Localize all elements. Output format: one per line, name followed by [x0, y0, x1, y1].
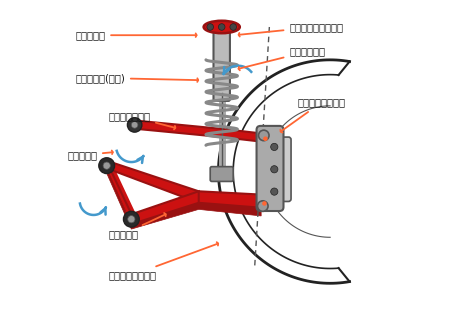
Circle shape — [271, 166, 278, 173]
Circle shape — [263, 136, 268, 141]
Circle shape — [103, 162, 110, 169]
Text: ボールジョイント: ボールジョイント — [108, 242, 218, 280]
Ellipse shape — [204, 21, 240, 33]
Circle shape — [123, 211, 139, 227]
Circle shape — [262, 201, 267, 206]
Text: ショックアブソーバ: ショックアブソーバ — [238, 22, 343, 37]
Text: ボールジョイント: ボールジョイント — [280, 98, 345, 133]
Text: スプリング(バネ): スプリング(バネ) — [76, 73, 198, 83]
Text: 車体と連結: 車体と連結 — [67, 150, 113, 160]
Text: 車体と固定: 車体と固定 — [76, 30, 197, 40]
Text: アッパーアーム: アッパーアーム — [108, 111, 176, 129]
Circle shape — [258, 130, 269, 141]
FancyBboxPatch shape — [256, 126, 284, 211]
FancyBboxPatch shape — [273, 137, 291, 202]
Polygon shape — [136, 121, 265, 142]
Polygon shape — [107, 161, 261, 208]
FancyBboxPatch shape — [213, 32, 230, 101]
Polygon shape — [131, 191, 199, 224]
Polygon shape — [107, 168, 261, 229]
Text: キングピン軸: キングピン軸 — [238, 47, 325, 70]
Circle shape — [271, 143, 278, 150]
Circle shape — [131, 122, 138, 128]
Circle shape — [257, 201, 268, 211]
Circle shape — [218, 24, 225, 30]
Circle shape — [271, 188, 278, 195]
Text: ロアアーム: ロアアーム — [108, 213, 166, 239]
Circle shape — [99, 158, 115, 174]
Circle shape — [230, 24, 237, 30]
Circle shape — [207, 24, 213, 30]
FancyBboxPatch shape — [210, 167, 233, 182]
Circle shape — [128, 215, 135, 223]
Circle shape — [127, 118, 142, 132]
